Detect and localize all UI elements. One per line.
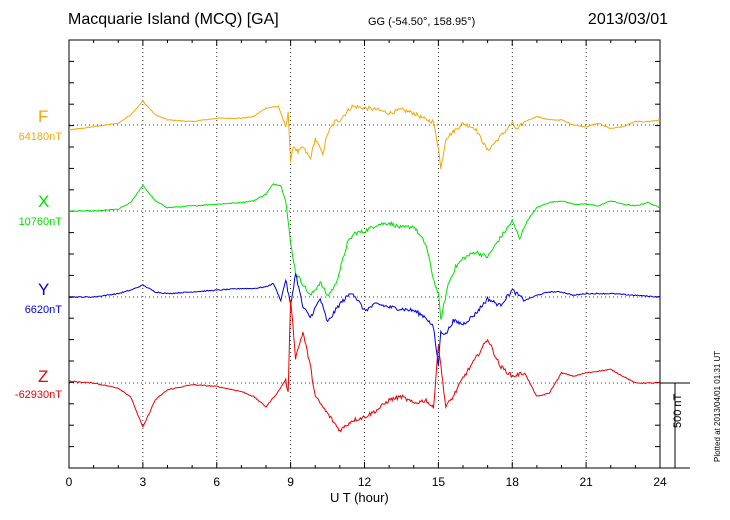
series-baseline-x: 10760nT (18, 216, 62, 228)
x-tick-label: 18 (506, 475, 520, 489)
x-tick-label: 9 (287, 475, 294, 489)
scale-bar-label: 500 nT (672, 393, 684, 428)
series-baseline-z: -62930nT (14, 389, 62, 401)
series-label-f: F (38, 107, 49, 126)
plotted-timestamp: Plotted at 2013/04/01 01:31 UT (713, 350, 722, 462)
x-tick-label: 24 (653, 475, 667, 489)
chart-title: Macquarie Island (MCQ) [GA] (68, 11, 279, 28)
series-line-y (68, 272, 661, 367)
x-tick-label: 15 (432, 475, 446, 489)
chart-date: 2013/03/01 (587, 11, 668, 28)
series-group (68, 100, 661, 433)
series-line-f (68, 100, 661, 169)
series-baseline-y: 6620nT (24, 304, 62, 316)
series-label-z: Z (38, 367, 49, 386)
series-label-y: Y (38, 280, 50, 299)
series-baseline-f: 64180nT (18, 131, 62, 143)
series-line-x (68, 183, 660, 320)
grid-group (69, 40, 660, 468)
x-axis-label: U T (hour) (330, 490, 389, 505)
series-label-x: X (38, 192, 50, 211)
x-tick-label-group: 0 3 6 9 12 15 18 21 24 (66, 475, 667, 489)
station-coordinates: GG (-54.50°, 158.95°) (368, 16, 476, 28)
scale-bar (660, 382, 690, 469)
series-line-z (68, 299, 661, 433)
x-tick-label: 0 (66, 475, 73, 489)
x-tick-label: 12 (358, 475, 372, 489)
x-tick-label: 21 (579, 475, 593, 489)
x-tick-label: 3 (140, 475, 147, 489)
x-tick-label: 6 (213, 475, 220, 489)
